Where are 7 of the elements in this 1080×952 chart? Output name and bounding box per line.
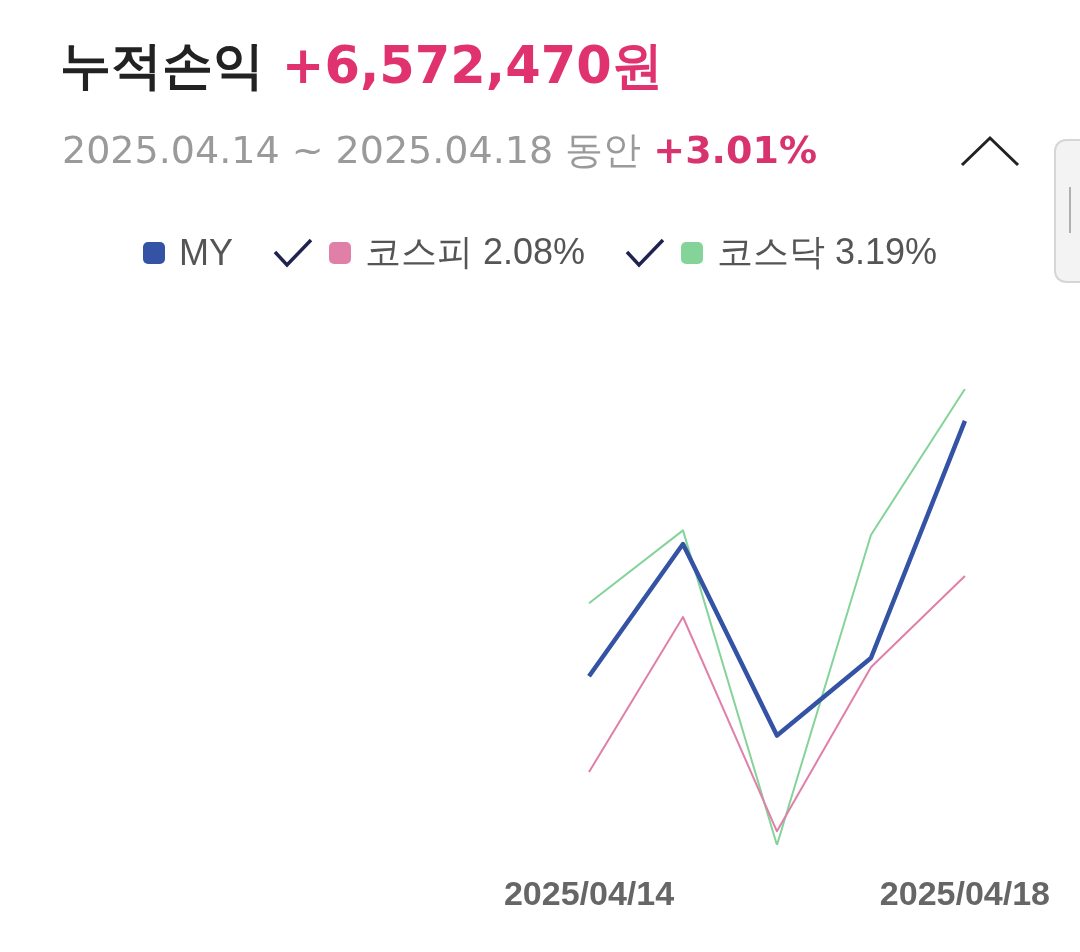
x-tick-label: 2025/04/18 bbox=[879, 873, 1050, 912]
legend-label: 코스피 2.08% bbox=[364, 230, 585, 274]
chart-subtitle: 2025.04.14 ~ 2025.04.18 동안 +3.01% bbox=[62, 128, 817, 172]
chart-title: 누적손익 +6,572,470원 bbox=[60, 36, 663, 95]
legend-label: 코스닥 3.19% bbox=[717, 230, 938, 274]
legend-label: MY bbox=[178, 231, 233, 274]
x-tick-label: 2025/04/14 bbox=[503, 873, 675, 912]
